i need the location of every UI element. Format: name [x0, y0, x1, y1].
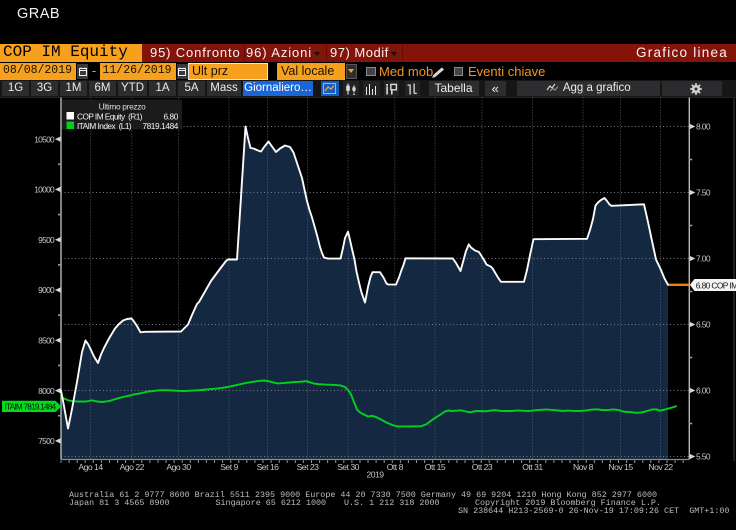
svg-text:Set 23: Set 23	[297, 462, 320, 472]
svg-text:Ago 14: Ago 14	[78, 462, 103, 472]
svg-text:6.00: 6.00	[696, 386, 711, 396]
svg-text:10500: 10500	[34, 134, 55, 144]
svg-text:7.00: 7.00	[696, 254, 711, 264]
svg-text:6.80 COP IM: 6.80 COP IM	[696, 281, 736, 291]
svg-text:COP IM Equity (R1): COP IM Equity (R1)	[77, 112, 143, 122]
svg-text:Nov 22: Nov 22	[648, 462, 673, 472]
svg-text:5.50: 5.50	[696, 452, 711, 462]
svg-text:Ago 22: Ago 22	[120, 462, 145, 472]
svg-text:Set 30: Set 30	[337, 462, 360, 472]
svg-text:9000: 9000	[38, 285, 55, 295]
svg-text:8500: 8500	[38, 336, 55, 346]
svg-text:9500: 9500	[38, 235, 55, 245]
svg-text:Set 16: Set 16	[257, 462, 280, 472]
svg-text:Ago 30: Ago 30	[166, 462, 191, 472]
svg-text:8.00: 8.00	[696, 122, 711, 132]
svg-text:8000: 8000	[38, 386, 55, 396]
svg-text:10000: 10000	[34, 185, 55, 195]
svg-text:Ultimo prezzo: Ultimo prezzo	[99, 102, 147, 112]
svg-text:6.80: 6.80	[163, 112, 178, 122]
svg-text:Nov 8: Nov 8	[573, 462, 594, 472]
svg-text:ITAIM Index (L1): ITAIM Index (L1)	[77, 121, 132, 131]
svg-text:Ott 8: Ott 8	[387, 462, 404, 472]
svg-text:7500: 7500	[38, 436, 55, 446]
svg-text:Ott 15: Ott 15	[425, 462, 446, 472]
svg-text:Set 9: Set 9	[220, 462, 238, 472]
svg-text:ITAIM 7819.1484: ITAIM 7819.1484	[5, 403, 57, 412]
svg-text:Ott 31: Ott 31	[522, 462, 543, 472]
svg-text:2019: 2019	[366, 470, 384, 480]
svg-text:Ott 23: Ott 23	[472, 462, 493, 472]
svg-text:6.50: 6.50	[696, 320, 711, 330]
svg-text:7819.1484: 7819.1484	[142, 121, 178, 131]
svg-text:Nov 15: Nov 15	[608, 462, 633, 472]
svg-text:7.50: 7.50	[696, 188, 711, 198]
